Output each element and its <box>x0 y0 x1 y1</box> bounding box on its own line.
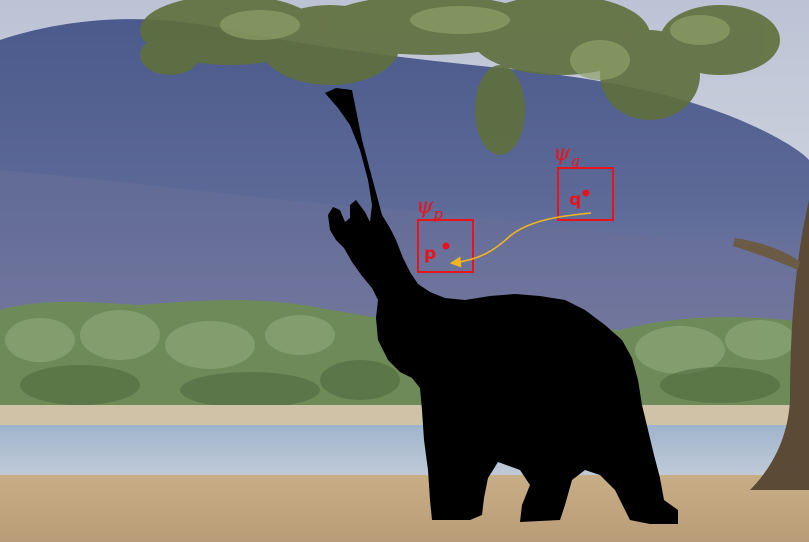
tree-branch <box>733 238 800 270</box>
patch-p-center-point <box>442 242 450 250</box>
tree-trunk <box>750 200 809 490</box>
propagation-arrow <box>449 212 592 268</box>
patch-p-symbol-label: ψp <box>416 194 443 223</box>
patch-p-symbol: ψ <box>416 194 434 219</box>
ground <box>0 475 809 542</box>
patch-q-subscript: q <box>570 152 580 170</box>
foliage-shadow <box>20 360 780 408</box>
target-region-silhouette <box>325 88 678 524</box>
patch-p-box <box>417 219 474 273</box>
patch-q-symbol: ψ <box>553 141 571 166</box>
patch-q: q ψq <box>553 141 614 221</box>
patch-p-point-label: p <box>424 244 436 264</box>
patch-p-subscript: p <box>433 205 443 223</box>
mountain-shadow <box>0 170 809 330</box>
tree-canopy-highlight <box>220 6 730 80</box>
patch-q-center-point <box>582 189 590 197</box>
patch-p: p ψp <box>416 194 474 273</box>
river-bank <box>0 405 809 427</box>
patch-q-box <box>557 167 614 221</box>
foliage-texture <box>5 310 795 374</box>
patch-q-symbol-label: ψq <box>553 141 580 170</box>
river <box>0 425 809 480</box>
patch-q-point-label: q <box>569 190 581 210</box>
